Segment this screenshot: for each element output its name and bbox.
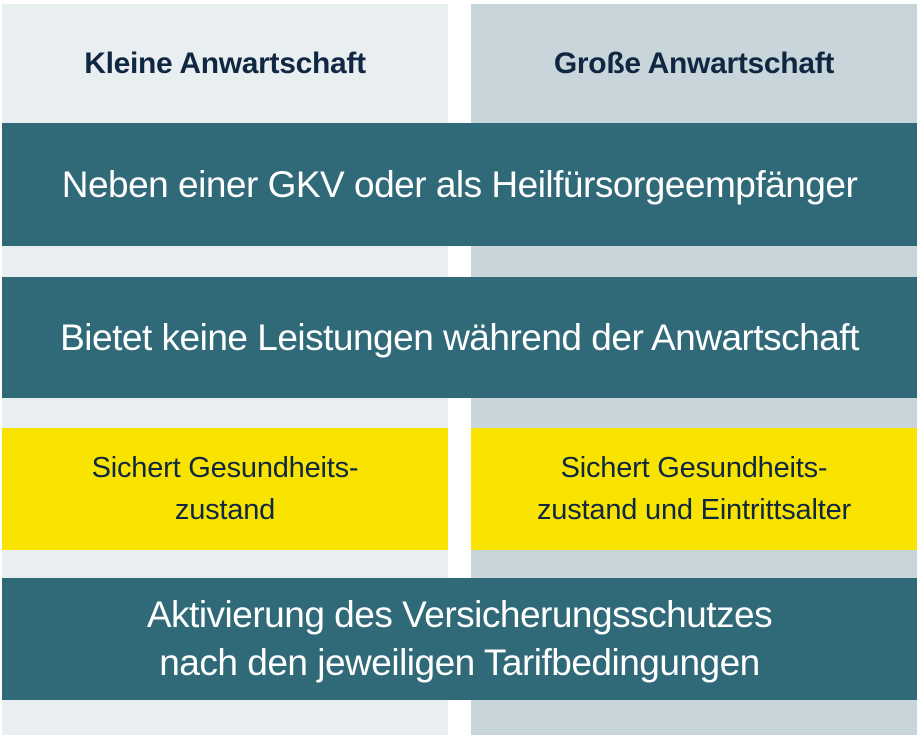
row-aktivierung-line1: Aktivierung des Versicherungsschutzes [146,594,773,635]
cell-sichert-right-line2: zustand und Eintrittsalter [537,494,851,526]
cell-sichert-gesundheitszustand-left: Sichert Gesundheits- zustand [2,428,448,550]
cell-sichert-left-line2: zustand [174,494,276,526]
header-kleine-anwartschaft: Kleine Anwartschaft [84,46,366,80]
row-keine-leistungen: Bietet keine Leistungen während der Anwa… [2,277,917,398]
row-gkv-heilfuersorge-text: Neben einer GKV oder als Heilfürsorgeemp… [61,163,858,205]
row-aktivierung: Aktivierung des Versicherungsschutzes na… [2,578,917,700]
row-aktivierung-line2: nach den jeweiligen Tarifbedingungen [159,642,760,683]
header-grosse-anwartschaft: Große Anwartschaft [553,46,835,80]
row-gkv-heilfuersorge: Neben einer GKV oder als Heilfürsorgeemp… [2,123,917,246]
cell-sichert-gesundheitszustand-right: Sichert Gesundheits- zustand und Eintrit… [471,428,917,550]
cell-sichert-left-line1: Sichert Gesundheits- [91,452,359,484]
row-keine-leistungen-text: Bietet keine Leistungen während der Anwa… [60,316,859,358]
cell-sichert-right-line1: Sichert Gesundheits- [560,452,828,484]
